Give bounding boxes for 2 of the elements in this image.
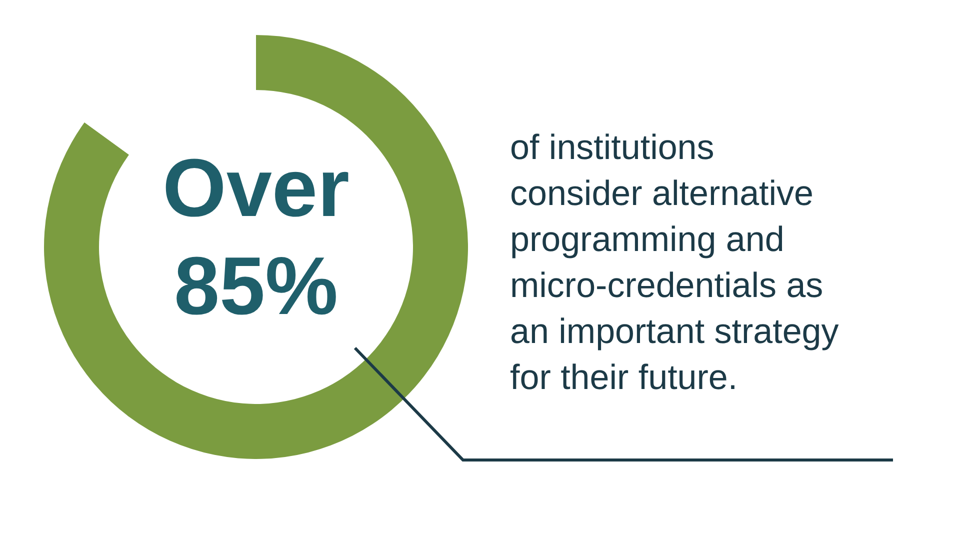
text: Over 85%	[162, 143, 350, 332]
text: of institutions consider alternative programming and micro-credentials as an important strategy for their future.	[510, 128, 840, 397]
